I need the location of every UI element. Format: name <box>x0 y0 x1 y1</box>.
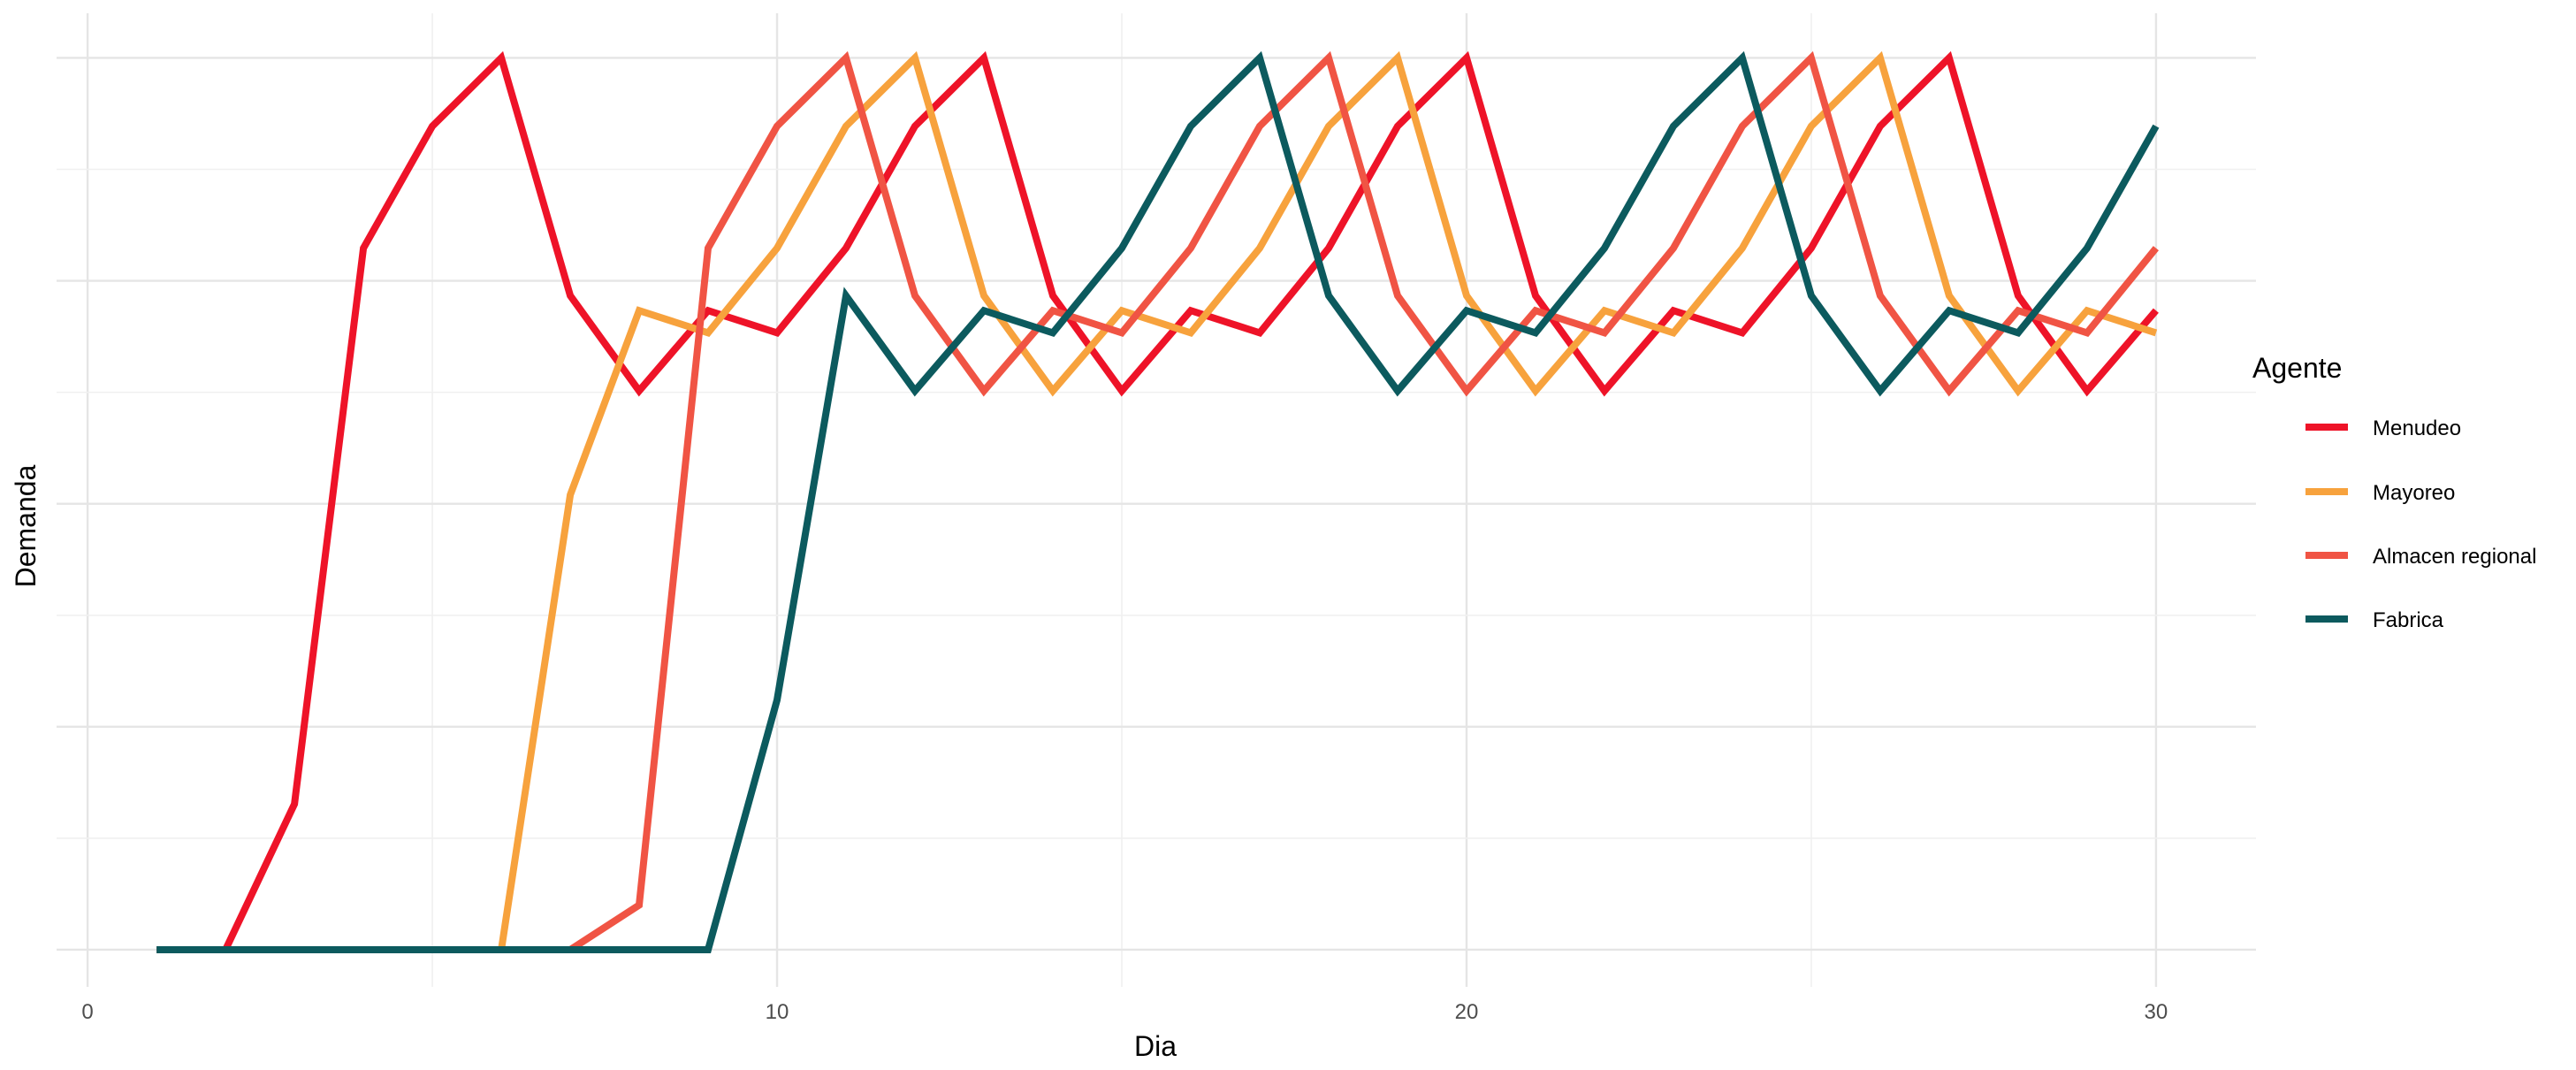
y-axis-title: Demanda <box>10 464 42 587</box>
legend-title: Agente <box>2252 352 2342 384</box>
legend-item: Mayoreo <box>2305 481 2455 505</box>
x-tick-label: 30 <box>2145 1000 2168 1024</box>
x-tick-label: 20 <box>1455 1000 1479 1024</box>
legend-item: Almacen regional <box>2305 545 2536 569</box>
grid <box>57 13 2256 987</box>
legend-label: Menudeo <box>2373 417 2461 440</box>
series-lines <box>156 50 2160 953</box>
legend: Agente Menudeo Mayoreo Almacen regional Fab… <box>2252 352 2536 632</box>
legend-label: Fabrica <box>2373 608 2444 632</box>
x-tick-labels: 0 10 20 30 <box>81 1000 2168 1024</box>
x-tick-label: 10 <box>766 1000 789 1024</box>
legend-label: Mayoreo <box>2373 481 2455 505</box>
x-tick-label: 0 <box>81 1000 93 1024</box>
series-line-menudeo <box>156 50 2159 953</box>
legend-item: Menudeo <box>2305 417 2461 440</box>
x-axis-title: Dia <box>1134 1030 1177 1062</box>
series-line-fabrica <box>156 50 2160 953</box>
legend-item: Fabrica <box>2305 608 2444 632</box>
legend-label: Almacen regional <box>2373 545 2536 569</box>
